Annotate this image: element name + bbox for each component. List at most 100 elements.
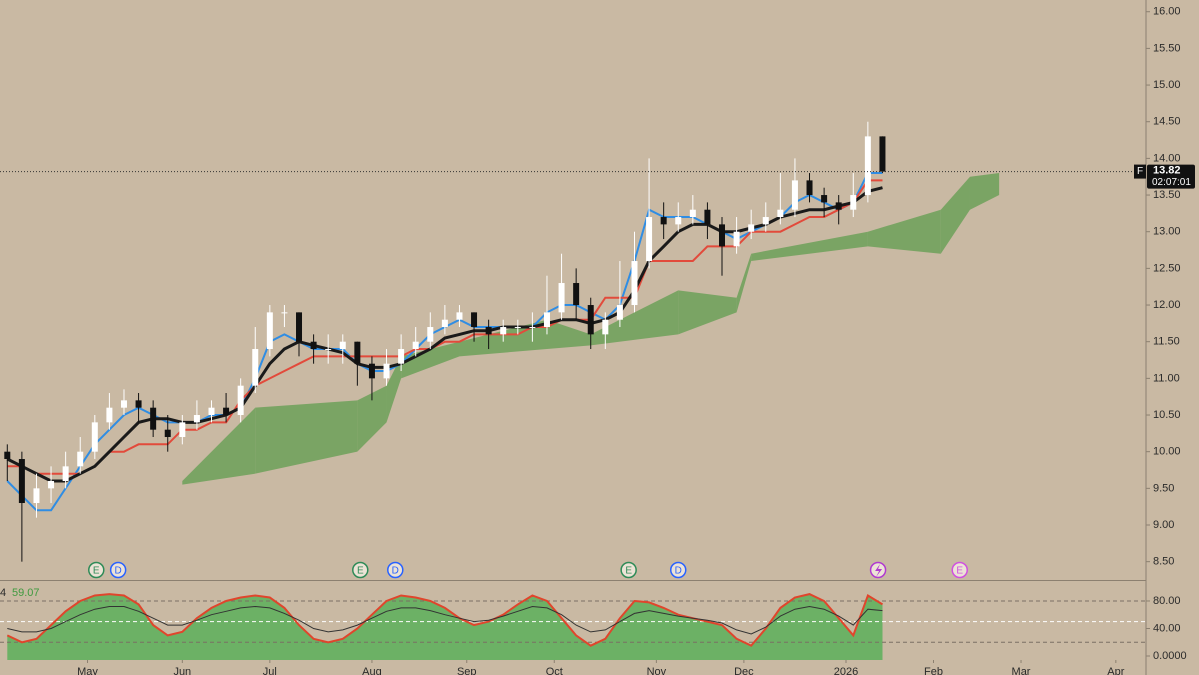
y-tick-label: 13.50 (1153, 189, 1181, 201)
cloud-segment (940, 176, 970, 254)
y-tick-label: 8.50 (1153, 556, 1174, 568)
candle-body (646, 217, 653, 262)
y-tick-label: 12.00 (1153, 299, 1181, 311)
candle-body (835, 202, 842, 210)
indicator-tick-label: 80.00 (1153, 595, 1181, 607)
candle-body (325, 349, 332, 351)
candle-body (719, 224, 726, 247)
candle-body (500, 327, 507, 335)
event-label: D (675, 566, 682, 577)
candle-body (529, 327, 536, 329)
event-marker (109, 561, 127, 579)
candle-body (252, 349, 259, 386)
indicator-tick-label: 40.00 (1153, 622, 1181, 634)
y-tick-label: 15.00 (1153, 79, 1181, 91)
candle-body (791, 180, 798, 210)
candle-body (106, 407, 113, 423)
price-tag (1147, 164, 1195, 189)
candle-body (368, 363, 375, 379)
event-marker (620, 561, 637, 579)
candle-body (850, 195, 857, 210)
symbol: F (1137, 166, 1143, 177)
candle-body (120, 400, 127, 408)
candle-body (675, 217, 682, 225)
candle-body (631, 261, 638, 306)
cloud-segment (255, 400, 358, 474)
candle-body (689, 209, 696, 218)
indicator-fill (7, 594, 883, 660)
candle-body (179, 422, 186, 438)
candle-body (748, 224, 755, 232)
y-tick-label: 11.50 (1153, 336, 1180, 348)
indicator-series (6, 593, 884, 647)
y-tick-label: 10.00 (1153, 446, 1181, 458)
x-tick-label: Nov (647, 666, 667, 675)
event-marker (951, 561, 969, 579)
candle-body (660, 217, 667, 225)
y-tick-label: 10.50 (1153, 409, 1181, 421)
candle-body (310, 341, 317, 350)
x-tick-label: Aug (362, 666, 382, 675)
candle-body (208, 407, 215, 416)
candle-body (4, 451, 11, 460)
x-tick-label: Dec (734, 666, 754, 675)
candle-body (471, 312, 478, 328)
cloud-segment (401, 341, 460, 379)
candle-body (777, 209, 784, 218)
candle-body (514, 327, 521, 329)
candle-body (762, 217, 769, 225)
y-tick-label: 9.50 (1153, 482, 1174, 494)
candle-body (879, 136, 886, 172)
candle-body (164, 429, 171, 438)
countdown: 02:07:01 (1152, 177, 1191, 188)
candle-body (441, 319, 448, 328)
candle-body (266, 312, 273, 350)
cloud-segment (546, 319, 591, 350)
event-marker (387, 561, 404, 579)
cloud-segment (182, 407, 256, 485)
event-label: D (115, 566, 122, 577)
cloud-segment (867, 209, 941, 254)
candle-body (193, 415, 200, 423)
cloud-segment (386, 356, 402, 423)
candle-body (704, 209, 711, 225)
event-label: E (357, 566, 364, 577)
candle-body (864, 136, 871, 196)
indicator-series (7, 605, 883, 635)
indicator-value: 59.07 (12, 587, 40, 599)
cloud-segment (357, 385, 387, 452)
x-tick-label: May (77, 666, 98, 675)
y-tick-label: 13.00 (1153, 226, 1181, 238)
event-label: E (93, 566, 100, 577)
candle-body (485, 327, 492, 335)
candle-body (33, 488, 40, 504)
indicator-tick-label: 0.0000 (1153, 650, 1187, 662)
candle-body (354, 341, 361, 364)
x-tick-label: Jul (263, 666, 277, 675)
candle-body (412, 341, 419, 350)
candle-body (223, 407, 230, 416)
price-tag-value: 13.82 (1153, 164, 1181, 176)
event-marker (88, 561, 105, 579)
candle-body (427, 327, 434, 342)
candle-body (573, 283, 580, 306)
candle-body (62, 466, 69, 482)
candle-body (48, 481, 55, 489)
event-marker (669, 561, 687, 579)
cloud-segment (678, 290, 737, 335)
candle-body (558, 283, 565, 313)
event-icon (875, 564, 883, 577)
candle-body (77, 451, 84, 467)
event-label: E (625, 566, 632, 577)
y-tick-label: 15.50 (1153, 42, 1181, 54)
y-tick-label: 16.00 (1153, 6, 1181, 18)
candle-body (296, 312, 303, 342)
y-tick-label: 14.00 (1153, 152, 1181, 164)
candle-body (398, 349, 405, 364)
candle-body (383, 363, 390, 379)
candle-body (150, 407, 157, 430)
y-tick-label: 9.00 (1153, 519, 1174, 531)
indicator-label: 4 (0, 587, 6, 599)
